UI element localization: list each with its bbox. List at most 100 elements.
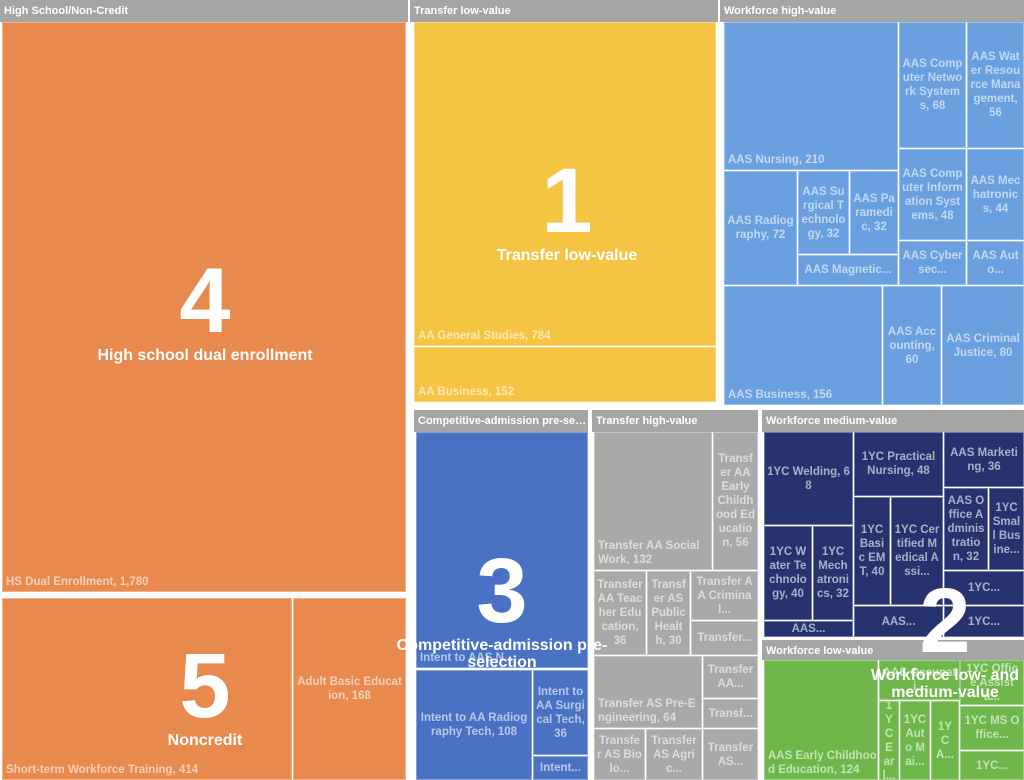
tile: Transf...: [703, 699, 758, 728]
tile: 1YC...: [960, 751, 1024, 780]
tile: 1YC Earl...: [879, 701, 899, 780]
tile: AAS Marketing, 36: [944, 432, 1024, 487]
tile-label: AAS Nursing, 210: [728, 154, 825, 166]
tile: 1YC A...: [931, 701, 959, 780]
tile: 1YC Basic EMT, 40: [854, 497, 890, 605]
group-header: Transfer high-value: [592, 410, 758, 432]
tile: Intent...: [533, 756, 588, 780]
annotation: 5 Noncredit: [110, 640, 300, 749]
tile: Transfer AS Public Health, 30: [647, 571, 690, 655]
tile: Transfer AS Pre-Engineering, 64: [594, 656, 702, 728]
tile-label: Intent...: [540, 762, 581, 774]
tile-label: Transfer AA Criminal...: [696, 575, 753, 616]
tile: AAS Mechatronics, 44: [967, 149, 1024, 240]
tile-label: AAS...: [881, 615, 916, 628]
tile-label: Transf...: [708, 707, 753, 720]
annotation-number: 4: [179, 250, 231, 352]
tile: Adult Basic Education, 168: [293, 598, 406, 780]
tile-label: 1YC A...: [936, 720, 954, 761]
tile: 1YC Certified Medical Assi...: [891, 497, 943, 605]
tile-label: Transfer AA Teacher Education, 36: [597, 579, 643, 647]
annotation-text: Noncredit: [167, 732, 243, 749]
tile-label: AAS Paramedic, 32: [853, 192, 895, 233]
tile-label: AA Business, 152: [418, 386, 515, 398]
annotation-text: Competitive-admission pre-selection: [396, 637, 608, 671]
tile: AAS Auto...: [967, 241, 1024, 285]
tile-label: Intent to AA Radiography Tech, 108: [420, 712, 528, 738]
tile-label: AAS Water Resource Management, 56: [970, 51, 1021, 119]
tile: AAS...: [854, 606, 943, 637]
tile: AAS Early Childhood Education, 124: [764, 660, 878, 780]
tile: AAS Water Resource Management, 56: [967, 22, 1024, 148]
annotation-text: Transfer low-value: [496, 247, 638, 264]
group-header: Workforce medium-value: [762, 410, 1024, 432]
tile-label: Transfer AA...: [707, 664, 754, 690]
tile-label: Transfer AS Agric...: [651, 734, 697, 775]
tile-label: 1YC Basic EMT, 40: [858, 524, 886, 578]
tile: Transfer AA Criminal...: [691, 571, 758, 620]
tile-label: Transfer AA Social Work, 132: [598, 540, 700, 566]
tile-label: 1YC Certified Medical Assi...: [894, 524, 940, 578]
tile-label: Transfer...: [697, 632, 752, 644]
tile-label: Transfer AS Public Health, 30: [651, 579, 686, 647]
tile-label: Transfer AA Early Childhood Education, 5…: [716, 453, 755, 549]
tile-label: 1YC Welding, 68: [767, 465, 850, 492]
tile: 1YC Auto Mai...: [900, 701, 930, 780]
tile-label: Intent to AA Surgical Tech, 36: [536, 685, 585, 740]
tile: AAS Cybersec...: [899, 241, 966, 285]
tile-label: AAS Accounting, 60: [887, 325, 937, 366]
tile: AAS Occupati...: [879, 660, 960, 700]
tile: AA Business, 152: [414, 347, 716, 402]
tile-label: AAS Computer Information Systems, 48: [902, 167, 963, 222]
group-header: Workforce low-value: [762, 640, 1024, 660]
tile-label: AAS Early Childhood Education, 124: [768, 750, 877, 776]
tile-label: AAS Magnetic...: [804, 264, 892, 276]
tile-label: Transfer AS...: [707, 741, 754, 768]
tile: 1YC Office Assista...: [960, 660, 1024, 705]
tile-label: AAS...: [791, 623, 826, 635]
tile-label: 1YC...: [968, 615, 1000, 628]
tile: 1YC...: [944, 571, 1024, 605]
tile: Transfer AA Early Childhood Education, 5…: [713, 432, 758, 570]
tile-label: 1YC...: [968, 582, 1000, 594]
tile-label: AAS Business, 156: [728, 389, 833, 401]
tile-label: 1YC Earl...: [882, 701, 896, 780]
tile-label: 1YC Mechatronics, 32: [817, 546, 849, 600]
annotation-number: 5: [179, 635, 231, 737]
tile: Transfer...: [691, 621, 758, 655]
annotation-number: 1: [541, 150, 593, 252]
group-header: Competitive-admission pre-selection...: [414, 410, 588, 432]
tile-label: AAS Occupati...: [882, 667, 957, 693]
tile-label: AAS Surgical Technology, 32: [801, 185, 846, 240]
tile: AAS Computer Information Systems, 48: [899, 149, 966, 240]
group-header: Transfer low-value: [410, 0, 718, 22]
tile: 1YC Mechatronics, 32: [813, 526, 853, 620]
annotation: 2 Workforce low- and medium-value: [845, 575, 1024, 701]
tile: Transfer AS Agric...: [646, 729, 702, 780]
tile: 1YC Small Busine...: [989, 488, 1024, 570]
tile: AAS Computer Network Systems, 68: [899, 22, 966, 148]
tile-label: 1YC Auto Mai...: [903, 713, 927, 768]
annotation-number: 3: [476, 540, 528, 642]
annotation: 3 Competitive-admission pre-selection: [372, 545, 632, 671]
tile-label: Intent to AAS N...: [420, 652, 514, 664]
tile: AA General Studies, 784: [414, 22, 716, 346]
tile-label: AAS Criminal Justice, 80: [946, 332, 1020, 359]
tile-label: 1YC...: [976, 759, 1008, 772]
tile-label: 1YC Office Assista...: [966, 662, 1018, 703]
annotation-number: 2: [919, 570, 971, 672]
tile: 1YC Welding, 68: [764, 432, 853, 525]
tile: 1YC...: [944, 606, 1024, 637]
tile: AAS Business, 156: [724, 286, 882, 405]
tile: AAS Surgical Technology, 32: [798, 171, 849, 254]
group-header: Workforce high-value: [720, 0, 1024, 22]
annotation: 1 Transfer low-value: [467, 155, 667, 264]
tile-label: 1YC Water Technology, 40: [769, 546, 807, 600]
tile-label: AAS Cybersec...: [902, 250, 963, 276]
tile: AAS Accounting, 60: [883, 286, 941, 405]
tile: 1YC MS Office...: [960, 706, 1024, 750]
tile: Transfer AA Social Work, 132: [594, 432, 712, 570]
tile: AAS...: [764, 621, 853, 637]
tile-label: AAS Auto...: [972, 250, 1019, 276]
